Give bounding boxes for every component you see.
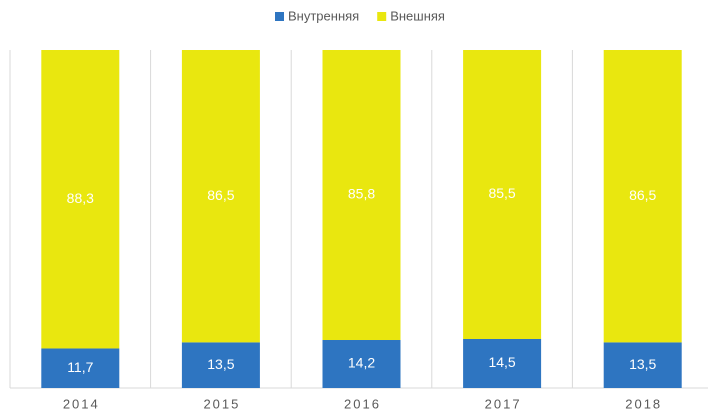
x-tick-label: 2015 (203, 396, 240, 411)
bar-segment (322, 340, 401, 388)
legend-label: Внутренняя (288, 8, 359, 23)
data-label: 14,5 (488, 354, 515, 370)
bar-segment (41, 50, 120, 349)
data-label: 86,5 (207, 187, 234, 203)
data-label: 88,3 (67, 190, 94, 206)
x-tick-label: 2018 (625, 396, 662, 411)
data-label: 11,7 (67, 359, 93, 375)
x-tick-label: 2017 (485, 396, 522, 411)
data-label: 86,5 (629, 187, 656, 203)
bar-segment (603, 342, 682, 388)
bar-segment (181, 50, 260, 343)
bar-segment (322, 50, 401, 341)
bar-segment (463, 338, 542, 388)
data-label: 13,5 (207, 356, 234, 372)
bar-segment (603, 50, 682, 343)
data-label: 14,2 (348, 355, 375, 371)
legend-swatch (377, 12, 387, 21)
x-tick-label: 2016 (344, 396, 381, 411)
data-label: 85,8 (348, 186, 375, 202)
x-tick-label: 2014 (63, 396, 100, 411)
data-label: 13,5 (629, 356, 656, 372)
data-label: 85,5 (488, 185, 515, 201)
bar-segment (181, 342, 260, 388)
legend-label: Внешняя (390, 8, 445, 23)
bar-segment (463, 50, 542, 339)
legend-swatch (275, 12, 284, 21)
bar-segment (41, 348, 120, 388)
